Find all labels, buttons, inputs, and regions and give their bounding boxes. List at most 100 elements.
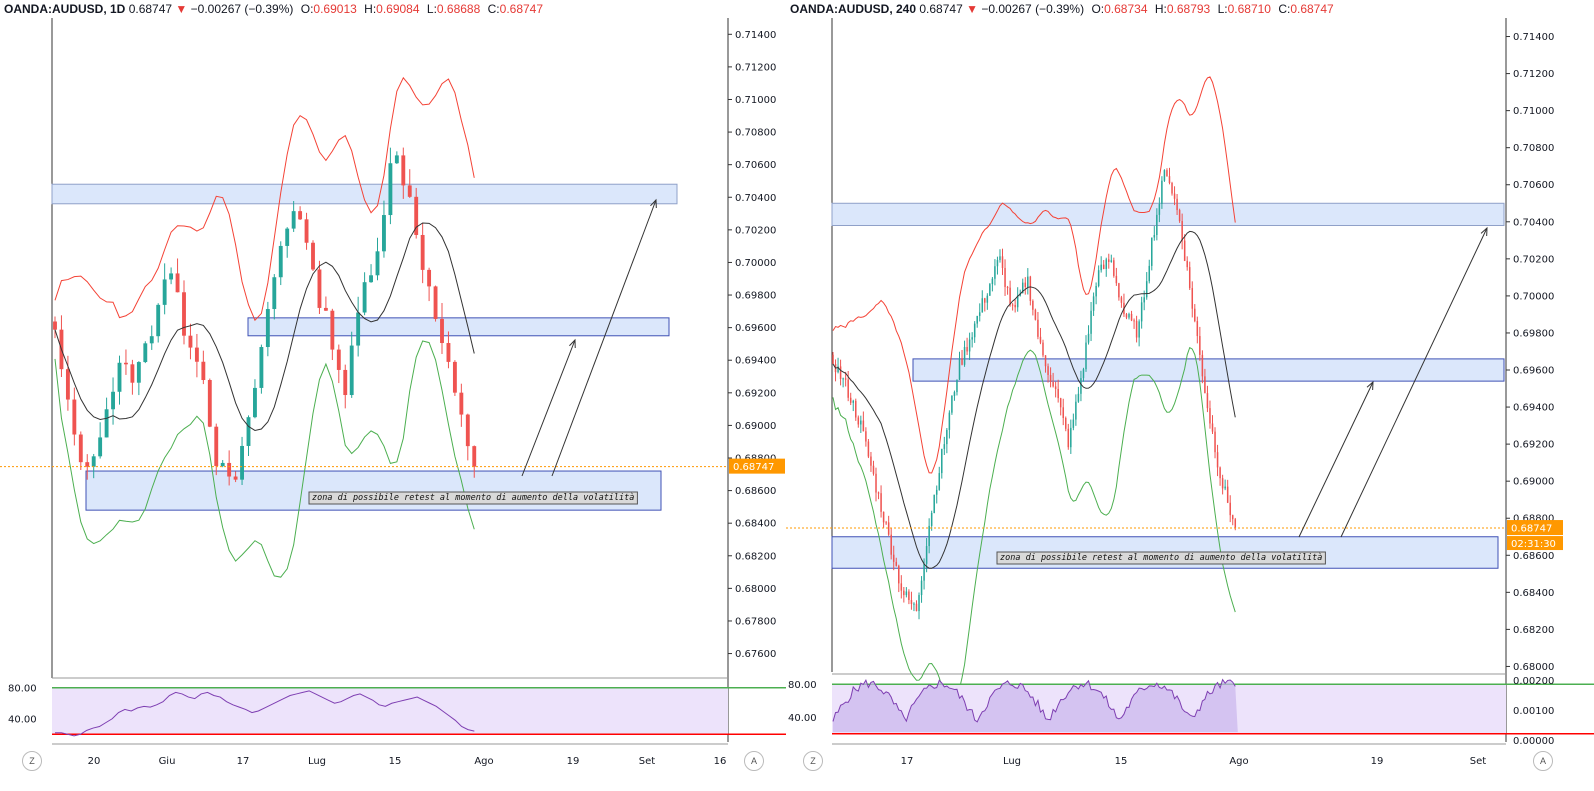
candle-body <box>117 362 122 392</box>
candle-body <box>1209 408 1211 424</box>
candle-body <box>855 400 857 418</box>
countdown-tag-bg <box>1507 536 1563 551</box>
open-label: O: <box>1091 2 1105 16</box>
y-tick-label: 0.68800 <box>1513 514 1554 525</box>
y-tick-label: 0.67600 <box>735 649 776 660</box>
candle-body <box>220 462 225 467</box>
x-tick-label: 15 <box>1115 756 1128 767</box>
candle-body <box>65 369 70 400</box>
candle-body <box>1006 286 1009 288</box>
candle-body <box>865 431 867 442</box>
annotation-box <box>996 551 1326 565</box>
zoom-button[interactable]: Z <box>22 751 42 771</box>
candle-body <box>1118 283 1120 298</box>
indicator-tick-label: 0.00100 <box>1513 706 1554 717</box>
interval: 1D <box>110 2 126 16</box>
candle-body <box>317 269 322 308</box>
candle-body <box>72 399 77 435</box>
high-value: 0.68793 <box>1166 2 1211 16</box>
candle-body <box>1067 428 1070 448</box>
candle-body <box>933 494 935 513</box>
candle-body <box>1161 180 1163 205</box>
indicator-tick-label: 0.00000 <box>1513 736 1554 747</box>
projection-arrow <box>1340 227 1488 538</box>
candle-body <box>1024 282 1027 287</box>
open-value: 0.68734 <box>1104 2 1148 16</box>
x-tick-label: Ago <box>1229 756 1248 767</box>
price-tag-label: 0.68747 <box>1511 524 1552 535</box>
price-tag-label: 0.68747 <box>733 462 774 473</box>
auto-scale-button[interactable]: A <box>744 751 764 771</box>
candle-body <box>1100 264 1102 271</box>
y-tick-label: 0.68000 <box>735 584 776 595</box>
candle-body <box>175 273 180 293</box>
price-chart[interactable]: 0.71400 0.71200 0.71000 0.70800 0.70600 0.704… <box>0 0 786 791</box>
candle-body <box>1082 369 1085 379</box>
y-tick-label: 0.70600 <box>1513 180 1554 191</box>
candle-body <box>882 511 885 523</box>
candle-body <box>1234 519 1237 529</box>
down-arrow-icon: ▼ <box>175 2 188 16</box>
bollinger-upper-band <box>54 76 475 322</box>
candle-body <box>1065 417 1067 429</box>
candle-body <box>860 420 862 425</box>
candle-body <box>1014 305 1016 308</box>
x-tick-label: Lug <box>1003 756 1021 767</box>
zoom-button[interactable]: Z <box>803 751 823 771</box>
candle-body <box>832 354 834 364</box>
candle-body <box>1183 240 1186 261</box>
symbol-header: OANDA:AUDUSD, 240 0.68747 ▼ −0.00267 (−0… <box>790 2 1334 16</box>
candle-body <box>1072 419 1075 428</box>
price-chart[interactable]: 0.71400 0.71200 0.71000 0.70800 0.70600 0.704… <box>786 0 1594 791</box>
candle-body <box>272 277 277 310</box>
rsi-tick-label: 40.00 <box>788 713 817 724</box>
candle-body <box>953 392 956 396</box>
arrow-head <box>1366 380 1374 391</box>
chart-panel-daily[interactable]: OANDA:AUDUSD, 1D 0.68747 ▼ −0.00267 (−0.… <box>0 0 786 791</box>
y-tick-label: 0.69600 <box>1513 366 1554 377</box>
candle-body <box>991 278 994 285</box>
candle-body <box>356 312 361 346</box>
candle-body <box>382 215 386 252</box>
y-tick-label: 0.70200 <box>1513 254 1554 265</box>
y-tick-label: 0.70200 <box>735 225 776 236</box>
candle-body <box>188 335 193 348</box>
candle-body <box>1176 198 1178 211</box>
candle-body <box>915 603 918 612</box>
candle-body <box>1196 321 1199 337</box>
candle-body <box>1214 431 1216 453</box>
candle-body <box>1145 281 1148 298</box>
candle-body <box>875 473 877 493</box>
candle-body <box>1090 310 1092 334</box>
high-value: 0.69084 <box>376 2 420 16</box>
candle-body <box>971 337 973 340</box>
y-tick-label: 0.68000 <box>1513 662 1554 673</box>
candle-body <box>930 512 933 526</box>
candle-body <box>1211 423 1214 432</box>
candle-body <box>472 446 477 467</box>
close-value: 0.68747 <box>1290 2 1334 16</box>
candle-body <box>427 269 432 287</box>
y-tick-label: 0.70400 <box>1513 217 1554 228</box>
countdown-label: 02:31:30 <box>1511 539 1556 550</box>
candle-body <box>1178 210 1181 222</box>
y-tick-label: 0.70600 <box>735 160 776 171</box>
candle-body <box>994 266 996 279</box>
candle-body <box>895 561 898 566</box>
y-tick-label: 0.69000 <box>1513 477 1554 488</box>
candle-body <box>857 417 860 425</box>
y-tick-label: 0.68200 <box>735 551 776 562</box>
y-tick-label: 0.69800 <box>1513 328 1554 339</box>
auto-scale-button[interactable]: A <box>1533 751 1553 771</box>
candle-body <box>1133 320 1135 322</box>
candle-body <box>1057 388 1059 399</box>
candle-body <box>956 379 958 393</box>
candle-body <box>1108 259 1110 262</box>
interval: 240 <box>896 2 917 16</box>
candle-body <box>973 323 976 338</box>
candle-body <box>1021 282 1024 294</box>
candle-body <box>946 429 948 445</box>
candle-body <box>1168 176 1171 183</box>
chart-panel-4h[interactable]: OANDA:AUDUSD, 240 0.68747 ▼ −0.00267 (−0… <box>786 0 1594 791</box>
indicator-tick-label: 0.00200 <box>1513 676 1554 687</box>
